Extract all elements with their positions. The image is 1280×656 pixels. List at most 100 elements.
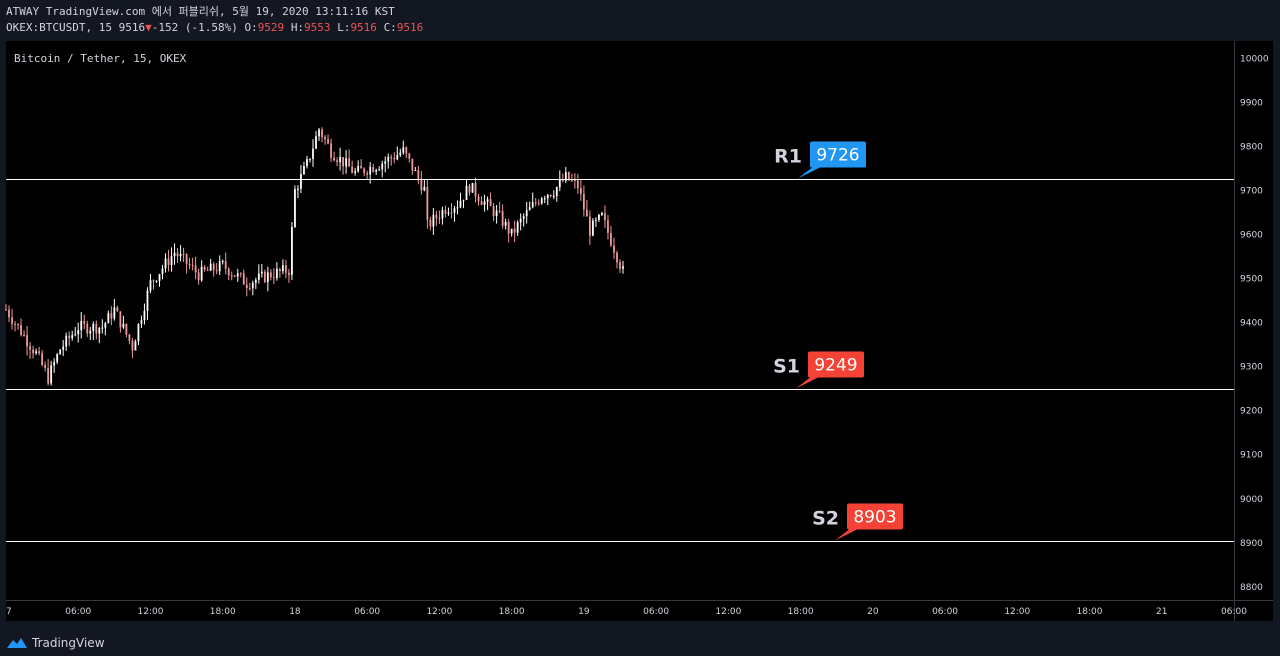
candle-body (507, 221, 510, 234)
candle-body (140, 320, 143, 324)
candle-body (516, 222, 519, 233)
candle-body (336, 160, 338, 162)
y-tick-label: 9200 (1240, 407, 1263, 417)
candle-body (588, 216, 591, 236)
candle-body (375, 170, 378, 172)
publish-line: ATWAY TradingView.com 에서 퍼블리쉬, 5월 19, 20… (6, 5, 395, 18)
candle-body (501, 210, 504, 226)
candle-body (420, 178, 423, 191)
candle-body (209, 263, 212, 271)
candle-body (128, 334, 131, 341)
candle-body (510, 228, 513, 234)
candle-body (257, 273, 260, 280)
y-tick-label: 10000 (1240, 55, 1269, 65)
candle-body (5, 309, 7, 311)
candle-body (327, 139, 329, 144)
candle-body (294, 189, 296, 228)
x-tick-label: 18:00 (1077, 607, 1103, 617)
y-tick-label: 9100 (1240, 451, 1263, 461)
candle-body (167, 258, 170, 265)
candle-body (309, 158, 311, 160)
candle-body (462, 199, 465, 201)
x-tick-label: 06:00 (643, 607, 669, 617)
time-axis (6, 600, 1273, 621)
candle-body (20, 325, 22, 336)
candle-body (610, 232, 612, 246)
candle-body (450, 212, 453, 214)
candle-body (74, 334, 77, 336)
candle-body (390, 157, 393, 159)
candle-body (137, 323, 140, 342)
candle-body (194, 265, 197, 273)
candle-body (471, 182, 474, 193)
down-arrow-icon: ▼ (145, 21, 152, 34)
level-name: S2 (812, 508, 839, 530)
candle-body (125, 323, 128, 335)
y-tick-label: 9700 (1240, 187, 1263, 197)
candle-body (275, 268, 278, 279)
candle-body (315, 136, 317, 149)
candle-body (188, 264, 191, 266)
level-pointer (835, 529, 857, 541)
x-tick-label: 21 (1156, 607, 1167, 617)
candle-body (570, 179, 573, 181)
candle-body (242, 273, 245, 285)
candle-body (254, 279, 257, 283)
candle-body (531, 202, 534, 208)
candle-body (303, 166, 305, 175)
open-label: O: (244, 21, 258, 34)
candle-body (579, 188, 582, 194)
candle-body (402, 147, 405, 153)
candle-body (438, 218, 441, 220)
low-label: L: (337, 21, 351, 34)
high-label: H: (290, 21, 305, 34)
candle-body (474, 182, 477, 197)
level-badge-s1 (808, 351, 864, 378)
candle-body (525, 210, 528, 217)
price-axis (1234, 41, 1273, 600)
candle-body (537, 202, 540, 204)
candle-body (146, 290, 149, 311)
candle-body (164, 258, 167, 269)
candle-body (504, 221, 507, 226)
candle-body (339, 157, 341, 162)
plot-area (6, 41, 1234, 600)
candle-body (622, 266, 624, 269)
candle-body (363, 168, 366, 174)
y-tick-label: 8900 (1240, 539, 1263, 549)
candle-body (285, 265, 287, 273)
candle-body (300, 174, 302, 189)
candle-body (567, 172, 570, 180)
candle-body (104, 323, 107, 328)
tradingview-brand[interactable]: TradingView (6, 636, 105, 650)
candle-body (152, 280, 155, 282)
candle-body (447, 212, 450, 214)
candle-body (56, 354, 59, 363)
candle-body (263, 271, 266, 282)
candle-body (143, 310, 146, 321)
candle-body (83, 320, 86, 324)
candle-body (552, 196, 555, 198)
candle-body (134, 341, 137, 351)
candle-body (197, 272, 200, 281)
candle-body (122, 323, 125, 328)
candle-body (38, 351, 41, 354)
candle-body (381, 163, 384, 170)
candle-body (272, 277, 275, 279)
candle-body (158, 274, 161, 281)
candle-body (44, 364, 47, 369)
candle-body (182, 253, 185, 255)
candle-body (534, 202, 537, 204)
candle-body (176, 252, 179, 257)
level-badge-r1 (810, 141, 866, 168)
candle-body (540, 198, 543, 204)
candle-body (576, 180, 579, 189)
candle-body (248, 288, 251, 290)
candle-body (35, 351, 38, 354)
candle-body (95, 323, 98, 334)
candle-body (441, 210, 444, 219)
candle-body (345, 158, 348, 167)
level-name: S1 (773, 356, 800, 378)
candle-body (399, 152, 402, 155)
